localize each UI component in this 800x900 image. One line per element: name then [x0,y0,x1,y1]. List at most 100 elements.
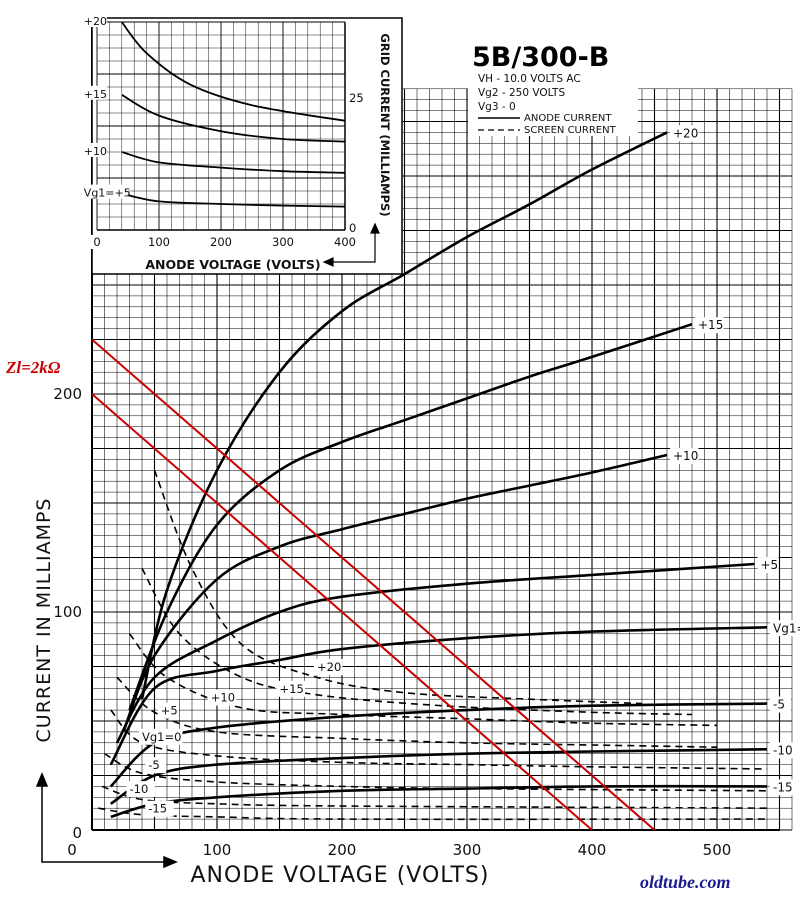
anode-curve-label-1: +15 [698,318,723,332]
inset-y-tick-25: 25 [349,91,364,105]
screen-curve-label-1: +15 [280,682,304,696]
watermark: oldtube.com [640,872,731,892]
y-tick-0: 0 [72,824,82,842]
anode-curve-3 [115,562,755,744]
inset-curve-2 [121,151,346,174]
anode-curve-2 [122,453,668,733]
screen-curve-label-3-bg [157,702,179,719]
condition-heater: VH - 10.0 VOLTS AC [478,73,581,85]
anode-curve-label-7-bg [770,779,799,796]
inset-y-tick-labels: 0 25 [347,91,367,235]
screen-curve-label-5-bg [145,757,167,774]
chart-title: 5B/300-B [472,42,609,73]
inset-curve-1 [121,94,346,143]
inset-x-tick-400: 400 [334,235,356,249]
inset-x-tick-bg [332,235,358,249]
inset-x-tick-bg [146,235,172,249]
screen-curve-label-2: +10 [211,691,235,705]
y-axis-label: CURRENT IN MILLIAMPS [33,498,55,743]
inset-curve-3 [121,192,346,208]
load-lines [91,338,656,831]
screen-curve-label-1-bg [276,680,305,697]
screen-curve-6 [101,785,768,809]
screen-curve-label-3: +5 [161,704,178,718]
condition-suppressor: Vg3 - 0 [478,101,516,113]
anode-curve-label-4-bg [770,620,800,637]
screen-curve-label-0: +20 [317,660,341,674]
screen-curve-0 [153,470,643,705]
screen-curve-label-7-bg [145,800,174,817]
x-tick-100: 100 [203,841,232,859]
inset-curve-label-1: +15 [84,88,107,101]
anode-curve-label-6: -10 [773,743,793,757]
anode-curve-label-2: +10 [673,449,698,463]
inset-curve-label-bg-0 [81,13,107,27]
anode-curve-label-3-bg [757,557,779,574]
legend-anode-current: ANODE CURRENT [524,113,612,124]
screen-curve-label-4-bg [139,728,183,745]
anode-curve-label-5-bg [770,696,791,713]
inset-x-axis-label: ANODE VOLTAGE (VOLTS) [145,257,320,272]
inset-y-tick-bg [347,221,367,234]
anode-curve-label-2-bg [670,448,699,465]
inset-x-tick-bg [270,235,296,249]
anode-curve-label-4: Vg1=0 [773,621,800,635]
anode-curve-4 [109,626,768,766]
anode-curve-label-6-bg [770,742,799,759]
screen-curves [98,470,768,821]
condition-screen: Vg2 - 250 VOLTS [478,87,565,99]
inset-x-tick-bg [84,235,110,249]
screen-curve-7 [98,807,768,821]
anode-curve-6 [110,748,768,805]
title-box: 5B/300-B VH - 10.0 VOLTS AC Vg2 - 250 VO… [468,36,638,136]
anode-curve-label-1-bg [695,317,724,334]
load-line-label: Zl=2kΩ [5,358,61,377]
anode-curve-label-0: +20 [673,126,698,140]
axis-arrows [35,772,178,869]
inset-x-tick-bg [208,235,234,249]
screen-curve-label-6: -10 [130,782,149,796]
x-tick-400: 400 [578,841,607,859]
screen-curve-label-2-bg [207,689,237,706]
x-tick-0: 0 [67,841,77,859]
legend-screen-current: SCREEN CURRENT [524,125,617,136]
y-tick-200: 200 [53,385,82,403]
anode-curve-label-3: +5 [761,558,779,572]
screen-curve-1 [141,567,693,716]
inset-curve-label-3: Vg1=+5 [84,187,131,200]
screen-curve-label-0-bg [314,659,343,676]
screen-curve-label-6-bg [126,781,155,798]
x-tick-labels: 0 100 200 300 400 500 [67,841,731,859]
inset-curve-label-bg-2 [81,143,107,157]
anode-curve-1 [128,322,693,711]
inset-y-axis-label: GRID CURRENT (MILLIAMPS) [378,33,392,216]
inset-curve-label-0: +20 [84,15,107,28]
anode-curve-5 [109,702,768,788]
inset-x-tick-100: 100 [148,235,170,249]
inset-curve-label-bg-1 [81,85,107,100]
grid-current-inset: 0 100 200 300 400 0 25 +20 +15 +10 Vg1=+5 ANODE … [81,13,403,275]
inset-curve-label-bg-3 [81,184,128,199]
x-tick-300: 300 [453,841,482,859]
inset-curve-labels: +20 +15 +10 Vg1=+5 [81,13,131,200]
y-tick-labels: 0 100 200 [53,385,82,842]
anode-curve-label-0-bg [670,125,699,142]
x-tick-200: 200 [328,841,357,859]
curve-labels: +20 +15 +10 +5 Vg1=0 -5 -10 -15 +20 +15 +10 +5 Vg1=0… [126,125,800,817]
inset-x-tick-200: 200 [210,235,232,249]
anode-curve-label-7: -15 [773,780,793,794]
screen-curve-label-7: -15 [148,802,167,816]
inset-y-tick-bg [347,91,367,104]
screen-curve-5 [104,752,768,792]
screen-curve-label-5: -5 [148,758,159,772]
inset-x-tick-300: 300 [272,235,294,249]
inset-curve-0 [121,21,346,122]
inset-y-tick-0: 0 [349,221,356,235]
screen-curve-4 [110,709,768,770]
inset-x-tick-labels: 0 100 200 300 400 [84,235,358,249]
inset-x-tick-0: 0 [93,235,100,249]
x-axis-label: ANODE VOLTAGE (VOLTS) [191,863,490,888]
anode-curves [109,131,768,819]
screen-curve-label-4: Vg1=0 [142,730,181,744]
